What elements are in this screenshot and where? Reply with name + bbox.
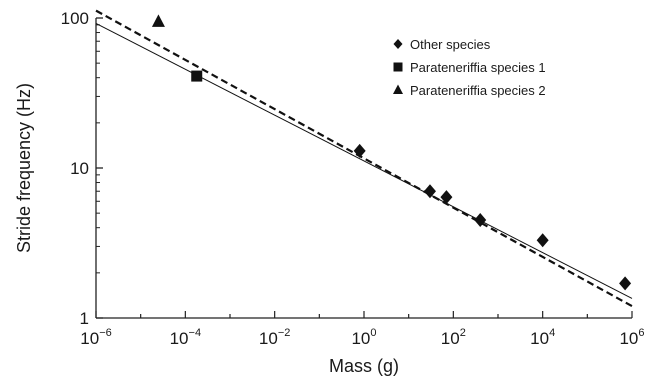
solid-fit-line	[95, 22, 633, 299]
diamond-point	[536, 233, 549, 248]
x-tick-label: 106	[619, 327, 644, 348]
diamond-point	[353, 143, 366, 158]
x-tick-label: 10−2	[259, 327, 290, 348]
legend-label: Parateneriffia species 1	[410, 60, 546, 75]
triangle-point	[151, 14, 165, 27]
x-tick-label: 100	[351, 327, 376, 348]
x-tick-label: 104	[530, 327, 555, 348]
x-tick-label: 10−4	[170, 327, 201, 348]
x-tick-label: 10−6	[80, 327, 111, 348]
y-tick-label: 100	[61, 9, 89, 28]
y-axis-title: Stride frequency (Hz)	[14, 83, 34, 253]
axes: 1 10 100 10−6 10−4 10−2 100 102 104 106 Mass (g) St…	[14, 9, 645, 376]
legend-square-icon	[393, 62, 403, 72]
legend-diamond-icon	[393, 39, 403, 49]
legend: Other species Parateneriffia species 1 Par…	[393, 37, 546, 98]
diamond-point	[440, 190, 453, 205]
y-tick-label: 1	[80, 309, 89, 328]
dashed-fit-line	[95, 9, 633, 308]
square-point	[191, 70, 203, 82]
x-axis-title: Mass (g)	[329, 356, 399, 376]
x-tick-label: 102	[441, 327, 466, 348]
legend-label: Parateneriffia species 2	[410, 83, 546, 98]
y-tick-label: 10	[70, 159, 89, 178]
fit-lines	[95, 9, 633, 308]
diamond-point	[474, 213, 487, 228]
diamond-point	[619, 276, 632, 291]
legend-triangle-icon	[393, 84, 403, 94]
diamond-point	[423, 184, 436, 199]
legend-label: Other species	[410, 37, 491, 52]
data-markers	[151, 14, 632, 291]
